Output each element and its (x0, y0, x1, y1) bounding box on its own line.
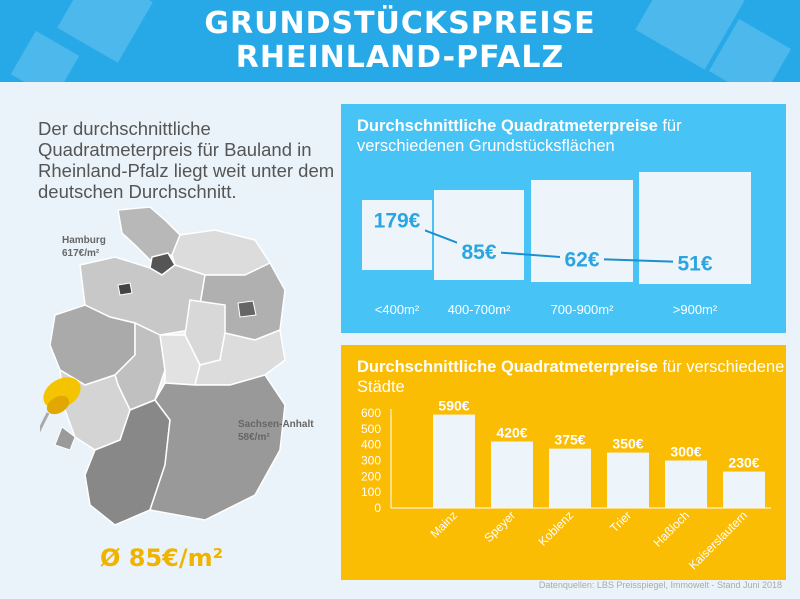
bar-haßloch (665, 460, 707, 508)
city-price-panel: Durchschnittliche Quadratmeterpreise für… (341, 345, 786, 580)
area-category-label: 700-900m² (551, 302, 615, 317)
city-panel-title-bold: Durchschnittliche Quadratmeterpreise (357, 358, 658, 376)
bar-mainz (433, 414, 475, 508)
source-note: Datenquellen: LBS Preisspiegel, Immowelt… (538, 580, 782, 590)
price-label-bg (369, 206, 425, 233)
header-banner: GRUNDSTÜCKSPREISE RHEINLAND-PFALZ (0, 0, 800, 82)
city-panel-title: Durchschnittliche Quadratmeterpreise für… (357, 357, 786, 397)
title-line-1: GRUNDSTÜCKSPREISE (204, 6, 596, 41)
y-tick-label: 0 (374, 501, 381, 515)
y-tick-label: 600 (361, 406, 381, 420)
area-category-label: 400-700m² (448, 302, 512, 317)
price-label: 85€ (461, 241, 496, 264)
y-tick-label: 400 (361, 438, 381, 452)
price-line (396, 218, 696, 264)
title-line-2: RHEINLAND-PFALZ (235, 40, 565, 75)
sachsen-anhalt-name: Sachsen-Anhalt (238, 419, 314, 430)
city-category-label: Speyer (481, 508, 518, 545)
state-bayern (149, 374, 286, 521)
y-tick-label: 100 (361, 485, 381, 499)
area-category-label: >900m² (673, 302, 718, 317)
city-category-label: Haßloch (651, 508, 692, 549)
sachsen-anhalt-price: 58€/m² (238, 432, 270, 443)
germany-map (40, 206, 286, 526)
sachsen-anhalt-label: Sachsen-Anhalt 58€/m² (238, 418, 314, 444)
city-category-label: Trier (607, 508, 634, 535)
area-panel-title-rest: für verschiedenen Grundstücksflächen (357, 117, 682, 155)
city-category-label: Koblenz (536, 508, 577, 549)
hamburg-price: 617€/m² (62, 248, 100, 259)
bar-value-label: 590€ (438, 398, 469, 414)
average-price: Ø 85€/m² (100, 544, 224, 572)
state-bremen (117, 282, 133, 296)
bar-koblenz (549, 448, 591, 508)
bar-value-label: 300€ (670, 444, 701, 460)
hamburg-name: Hamburg (62, 235, 106, 246)
bar-value-label: 375€ (554, 432, 585, 448)
price-label: 51€ (677, 252, 712, 275)
area-panel-title-bold: Durchschnittliche Quadratmeterpreise (357, 117, 658, 135)
city-category-label: Kaiserslautern (686, 508, 750, 572)
map-pin-icon (40, 377, 81, 433)
price-label-bg (560, 245, 604, 272)
bar-trier (607, 452, 649, 508)
city-panel-title-rest: für verschiedene Städte (357, 358, 785, 396)
city-category-label: Mainz (428, 508, 461, 541)
price-label-bg (673, 249, 717, 276)
price-label-bg (457, 238, 501, 264)
bar-value-label: 420€ (496, 425, 527, 441)
state-schleswig-holstein (117, 206, 181, 261)
state-saarland (54, 426, 76, 451)
y-tick-label: 500 (361, 422, 381, 436)
bar-value-label: 350€ (612, 436, 643, 452)
hamburg-label: Hamburg 617€/m² (62, 234, 106, 260)
bar-value-label: 230€ (728, 455, 759, 471)
bar-kaiserslautern (723, 471, 765, 508)
price-label: 179€ (374, 210, 421, 233)
intro-text: Der durchschnittliche Quadratmeterpreis … (38, 118, 335, 202)
area-price-panel: Durchschnittliche Quadratmeterpreise für… (341, 104, 786, 333)
y-tick-label: 200 (361, 469, 381, 483)
area-panel-title: Durchschnittliche Quadratmeterpreise für… (357, 116, 786, 156)
area-price-chart: 179€ 85€ 62€ 51€ <400m² 400-700m² 700-900m² >90… (362, 172, 751, 317)
area-category-label: <400m² (375, 302, 420, 317)
y-tick-label: 300 (361, 454, 381, 468)
bar-speyer (491, 441, 533, 508)
area-box-1 (434, 190, 524, 280)
price-label: 62€ (564, 249, 599, 272)
state-berlin (237, 300, 257, 318)
